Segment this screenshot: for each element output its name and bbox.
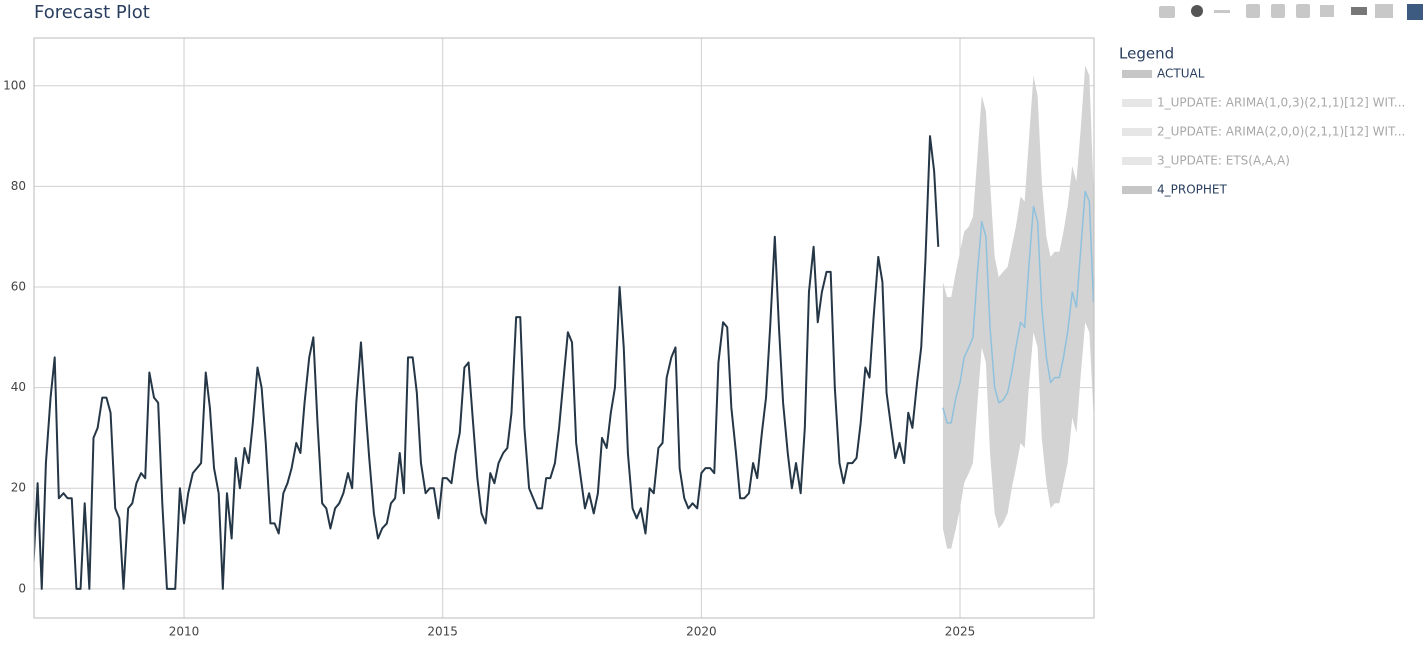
grid xyxy=(34,38,1094,618)
series-line xyxy=(942,190,1094,424)
y-tick-label: 0 xyxy=(18,581,26,595)
legend: ACTUAL 1_UPDATE: ARIMA(1,0,3)(2,1,1)[12] … xyxy=(1122,67,1405,197)
y-tick-label: 60 xyxy=(11,280,26,294)
pan-button[interactable] xyxy=(1214,10,1230,13)
compare-button[interactable] xyxy=(1375,4,1393,18)
y-tick-label: 40 xyxy=(11,380,26,394)
plot-frame xyxy=(33,37,1095,619)
legend-item[interactable]: 2_UPDATE: ARIMA(2,0,0)(2,1,1)[12] WIT... xyxy=(1157,125,1405,139)
x-tick-label: 2015 xyxy=(427,625,458,639)
zoom-out-button[interactable] xyxy=(1271,4,1285,18)
legend-item[interactable]: 4_PROPHET xyxy=(1157,183,1227,197)
y-tick-label: 80 xyxy=(11,179,26,193)
chart-title: Forecast Plot xyxy=(34,2,150,23)
x-tick-label: 2025 xyxy=(945,625,976,639)
zoom-button[interactable] xyxy=(1191,5,1203,17)
legend-swatch[interactable] xyxy=(1122,99,1152,107)
series-line xyxy=(34,135,940,590)
reset-button[interactable] xyxy=(1320,5,1334,17)
legend-item[interactable]: 1_UPDATE: ARIMA(1,0,3)(2,1,1)[12] WIT... xyxy=(1157,96,1405,110)
autoscale-button[interactable] xyxy=(1296,4,1310,18)
camera-button[interactable] xyxy=(1159,6,1175,18)
forecast-band xyxy=(942,65,1094,549)
y-tick-label: 20 xyxy=(11,481,26,495)
zoom-in-button[interactable] xyxy=(1246,4,1260,18)
spike-button[interactable] xyxy=(1351,7,1367,15)
legend-swatch[interactable] xyxy=(1122,186,1152,194)
legend-swatch[interactable] xyxy=(1122,70,1152,78)
legend-item[interactable]: 3_UPDATE: ETS(A,A,A) xyxy=(1157,154,1290,168)
toolbar xyxy=(1159,4,1423,20)
x-tick-label: 2020 xyxy=(686,625,717,639)
legend-swatch[interactable] xyxy=(1122,128,1152,136)
y-tick-label: 100 xyxy=(3,78,26,92)
plot-area xyxy=(34,65,1094,590)
x-tick-label: 2010 xyxy=(169,625,200,639)
legend-swatch[interactable] xyxy=(1122,157,1152,165)
legend-title: Legend xyxy=(1119,45,1174,63)
legend-item[interactable]: ACTUAL xyxy=(1157,67,1205,81)
plotly-logo[interactable] xyxy=(1407,4,1423,20)
